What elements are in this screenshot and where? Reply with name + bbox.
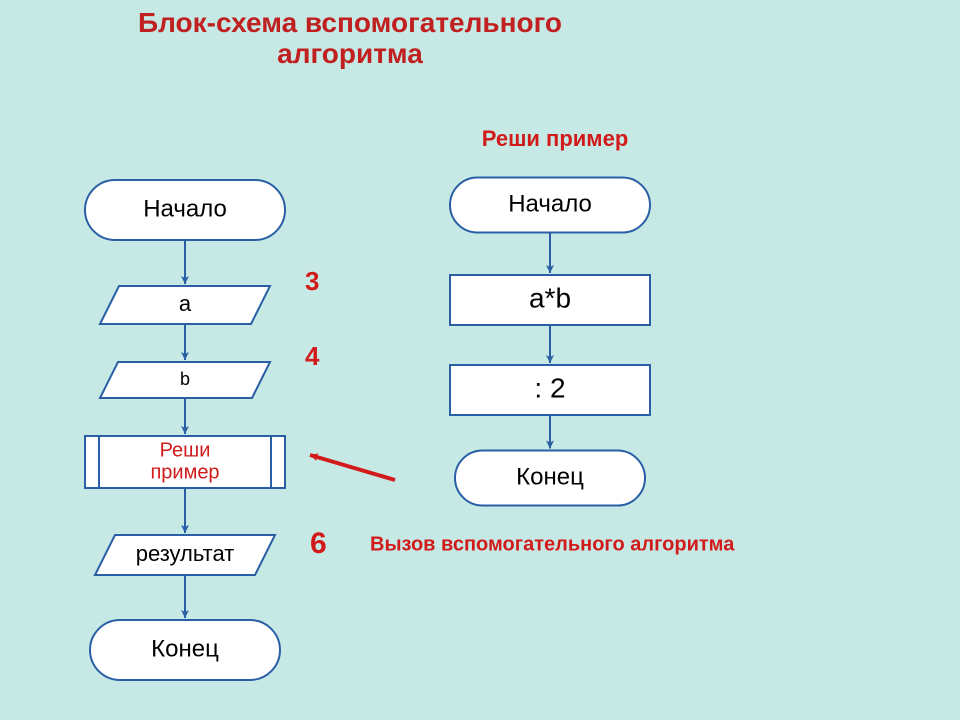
svg-text:пример: пример (150, 461, 219, 483)
flowchart-canvas: Блок-схема вспомогательногоалгоритма Нача… (0, 0, 960, 720)
svg-text:4: 4 (305, 341, 320, 371)
svg-text:алгоритма: алгоритма (277, 38, 423, 69)
svg-text:b: b (180, 369, 190, 389)
svg-text:Конец: Конец (516, 463, 584, 490)
svg-text:Реши: Реши (160, 439, 211, 461)
svg-text:Вызов вспомогательного алгорит: Вызов вспомогательного алгоритма (370, 533, 735, 555)
svg-text:Начало: Начало (143, 195, 227, 222)
svg-text:Реши пример: Реши пример (482, 126, 629, 151)
svg-text:Блок-схема вспомогательного: Блок-схема вспомогательного (138, 7, 562, 38)
svg-text:a*b: a*b (529, 282, 571, 313)
svg-text:: 2: : 2 (534, 372, 565, 403)
svg-text:3: 3 (305, 266, 319, 296)
svg-text:Начало: Начало (508, 190, 592, 217)
svg-text:Конец: Конец (151, 635, 219, 662)
svg-text:6: 6 (310, 527, 327, 560)
svg-text:a: a (179, 291, 192, 316)
svg-text:результат: результат (136, 541, 235, 566)
